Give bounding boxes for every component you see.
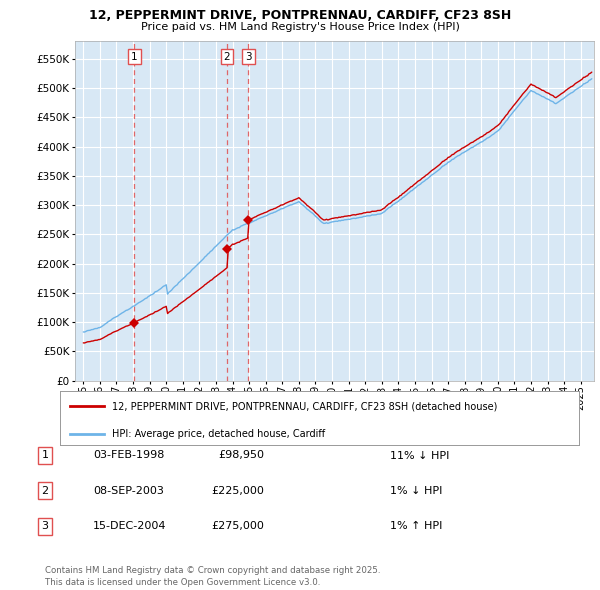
Text: 11% ↓ HPI: 11% ↓ HPI (390, 451, 449, 460)
Text: 3: 3 (41, 522, 49, 531)
Text: 3: 3 (245, 51, 252, 61)
Text: 12, PEPPERMINT DRIVE, PONTPRENNAU, CARDIFF, CF23 8SH: 12, PEPPERMINT DRIVE, PONTPRENNAU, CARDI… (89, 9, 511, 22)
Text: 03-FEB-1998: 03-FEB-1998 (93, 451, 164, 460)
Text: £225,000: £225,000 (211, 486, 264, 496)
Text: 1% ↑ HPI: 1% ↑ HPI (390, 522, 442, 531)
Text: 12, PEPPERMINT DRIVE, PONTPRENNAU, CARDIFF, CF23 8SH (detached house): 12, PEPPERMINT DRIVE, PONTPRENNAU, CARDI… (112, 401, 497, 411)
Text: £275,000: £275,000 (211, 522, 264, 531)
Text: 2: 2 (41, 486, 49, 496)
Text: 1% ↓ HPI: 1% ↓ HPI (390, 486, 442, 496)
Text: 1: 1 (131, 51, 137, 61)
Text: Contains HM Land Registry data © Crown copyright and database right 2025.
This d: Contains HM Land Registry data © Crown c… (45, 566, 380, 587)
Text: 08-SEP-2003: 08-SEP-2003 (93, 486, 164, 496)
Text: £98,950: £98,950 (218, 451, 264, 460)
Text: HPI: Average price, detached house, Cardiff: HPI: Average price, detached house, Card… (112, 428, 325, 438)
Text: 15-DEC-2004: 15-DEC-2004 (93, 522, 167, 531)
Text: 1: 1 (41, 451, 49, 460)
Text: 2: 2 (224, 51, 230, 61)
Text: Price paid vs. HM Land Registry's House Price Index (HPI): Price paid vs. HM Land Registry's House … (140, 22, 460, 32)
